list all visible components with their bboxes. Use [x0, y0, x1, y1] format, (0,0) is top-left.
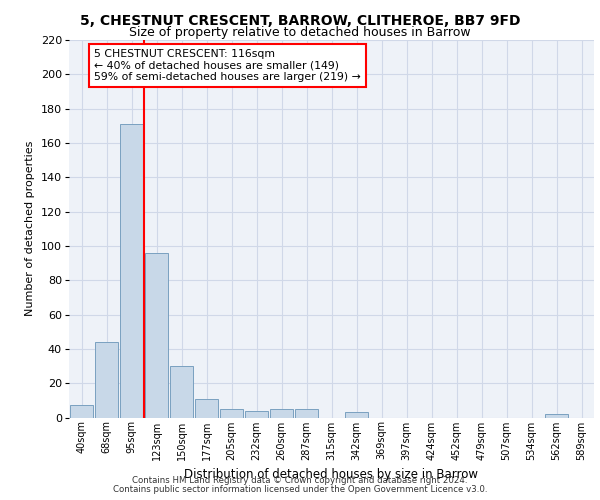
Y-axis label: Number of detached properties: Number of detached properties [25, 141, 35, 316]
Bar [95, 342, 118, 417]
Bar [245, 410, 268, 418]
Text: Size of property relative to detached houses in Barrow: Size of property relative to detached ho… [129, 26, 471, 39]
Bar [270, 409, 293, 418]
Text: 5 CHESTNUT CRESCENT: 116sqm
← 40% of detached houses are smaller (149)
59% of se: 5 CHESTNUT CRESCENT: 116sqm ← 40% of det… [94, 48, 361, 82]
Bar [295, 409, 318, 418]
Bar [220, 409, 243, 418]
Bar [70, 406, 93, 417]
Bar [170, 366, 193, 418]
Bar [120, 124, 143, 418]
Bar [545, 414, 568, 418]
Text: Contains public sector information licensed under the Open Government Licence v3: Contains public sector information licen… [113, 485, 487, 494]
Text: 5, CHESTNUT CRESCENT, BARROW, CLITHEROE, BB7 9FD: 5, CHESTNUT CRESCENT, BARROW, CLITHEROE,… [80, 14, 520, 28]
Bar [145, 253, 168, 418]
Bar [195, 398, 218, 417]
X-axis label: Distribution of detached houses by size in Barrow: Distribution of detached houses by size … [185, 468, 479, 481]
Text: Contains HM Land Registry data © Crown copyright and database right 2024.: Contains HM Land Registry data © Crown c… [132, 476, 468, 485]
Bar [345, 412, 368, 418]
